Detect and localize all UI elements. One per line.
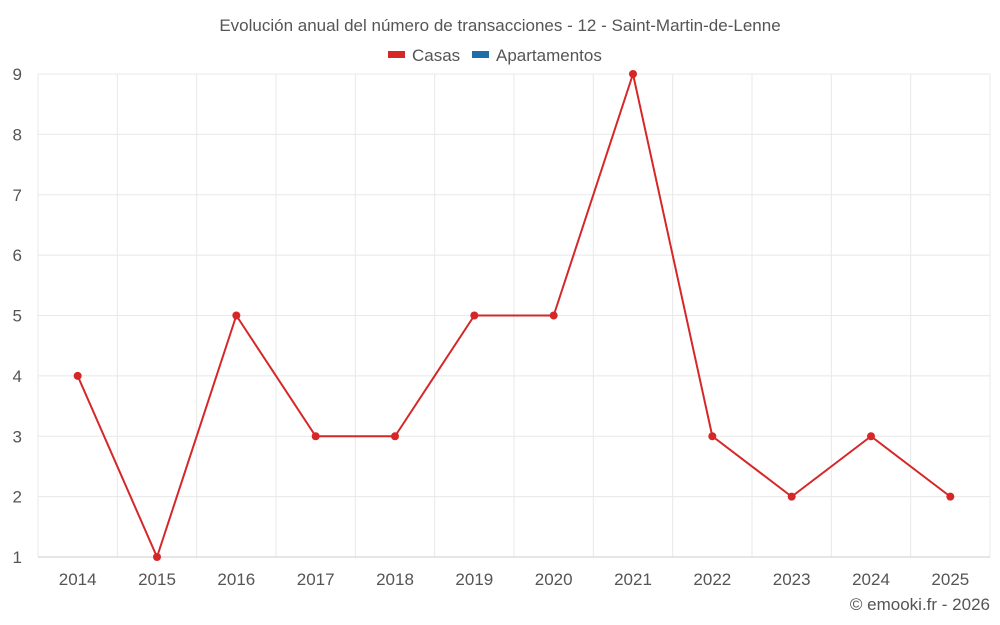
data-point-casas[interactable]: [549, 311, 558, 320]
x-axis: 2014 2015 2016 2017 2018 2019 2020 2021 2022 2023…: [38, 556, 990, 589]
y-tick-label: 4: [13, 367, 22, 386]
data-point-casas[interactable]: [787, 492, 796, 501]
series-line-casas: [76, 73, 951, 558]
data-point-casas[interactable]: [946, 492, 955, 501]
x-tick-label: 2022: [693, 570, 731, 589]
legend-item-casas[interactable]: Casas: [388, 46, 460, 65]
x-tick-label: 2016: [217, 570, 255, 589]
data-point-casas[interactable]: [311, 432, 320, 441]
series-layer: [73, 70, 955, 561]
legend-label-apartamentos: Apartamentos: [496, 46, 602, 65]
data-point-casas[interactable]: [470, 311, 479, 320]
y-tick-label: 3: [13, 427, 22, 446]
legend-swatch-apartamentos: [472, 51, 489, 58]
chart-title: Evolución anual del número de transaccio…: [219, 16, 780, 35]
y-tick-label: 1: [13, 548, 22, 567]
data-point-casas[interactable]: [391, 432, 399, 441]
y-tick-label: 8: [13, 125, 22, 144]
y-axis: 1 2 3 4 5 6 7 8 9: [13, 65, 22, 567]
data-point-casas[interactable]: [73, 371, 82, 380]
data-point-casas[interactable]: [153, 553, 161, 561]
data-point-casas[interactable]: [232, 311, 241, 320]
y-tick-label: 7: [13, 186, 22, 205]
x-tick-label: 2023: [773, 570, 811, 589]
x-tick-label: 2018: [376, 570, 414, 589]
x-tick-label: 2021: [614, 570, 652, 589]
x-tick-label: 2017: [297, 570, 335, 589]
x-tick-label: 2024: [852, 570, 890, 589]
legend[interactable]: Casas Apartamentos: [388, 46, 602, 65]
legend-label-casas: Casas: [412, 46, 460, 65]
y-tick-label: 9: [13, 65, 22, 84]
grid: [37, 73, 991, 558]
x-tick-label: 2025: [931, 570, 969, 589]
legend-item-apartamentos[interactable]: Apartamentos: [472, 46, 602, 65]
legend-swatch-casas: [388, 51, 405, 58]
y-tick-label: 6: [13, 246, 22, 265]
y-tick-label: 5: [13, 307, 22, 326]
data-point-casas[interactable]: [708, 432, 717, 441]
x-tick-label: 2020: [535, 570, 573, 589]
data-point-casas[interactable]: [867, 432, 875, 441]
x-tick-label: 2015: [138, 570, 176, 589]
y-tick-label: 2: [13, 488, 22, 507]
data-point-casas[interactable]: [629, 70, 637, 78]
x-tick-label: 2014: [59, 570, 97, 589]
x-tick-label: 2019: [455, 570, 493, 589]
credit-text: © emooki.fr - 2026: [850, 595, 990, 614]
